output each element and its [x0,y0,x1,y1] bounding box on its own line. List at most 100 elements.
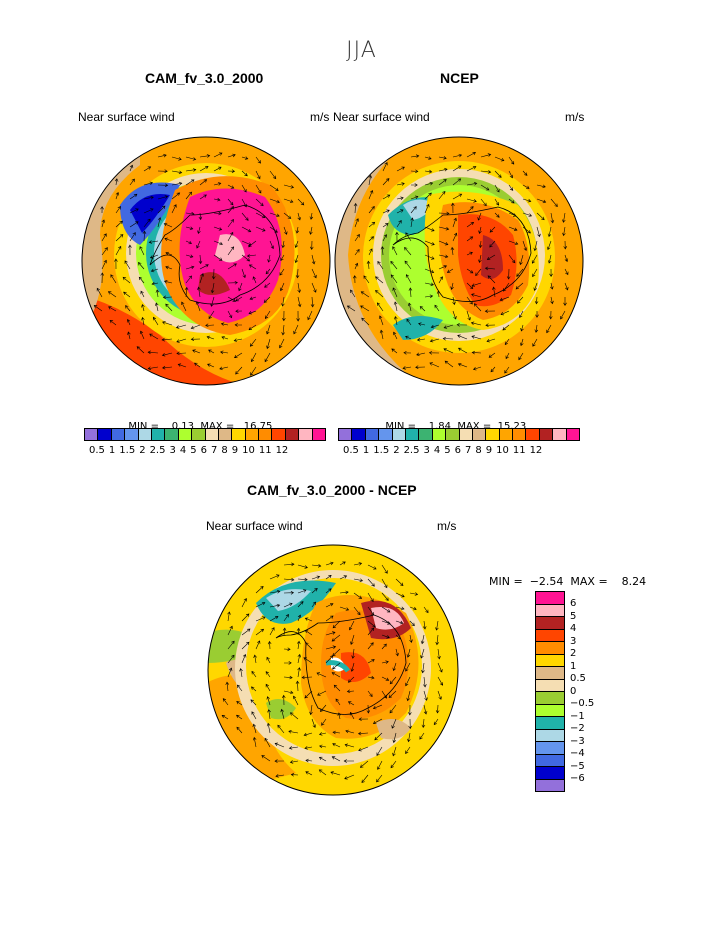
wind-arrow-icon [351,648,355,659]
wind-arrow-icon [534,296,539,305]
wind-arrow-icon [264,310,271,319]
wind-arrow-icon [533,240,538,252]
wind-arrow-icon [350,634,355,645]
colorbar-tick-label: 7 [464,445,472,456]
wind-arrow-icon [508,198,515,204]
wind-arrow-icon [297,601,304,608]
wind-arrow-icon [424,282,434,287]
wind-arrow-icon [208,310,215,320]
wind-arrow-icon [424,254,435,260]
colorbar-tick-label: −1 [570,710,585,722]
colorbar-swatch [536,742,564,755]
wind-arrow-icon [269,603,281,608]
wind-arrow-icon [396,220,402,228]
wind-arrow-icon [220,350,229,355]
wind-arrow-icon [297,564,308,569]
wind-arrow-icon [466,206,474,214]
wind-arrow-icon [350,289,356,298]
wind-arrow-icon [381,660,389,664]
wind-arrow-icon [227,310,233,319]
wind-arrow-icon [564,254,569,263]
wind-arrow-icon [325,588,332,594]
wind-arrow-icon [155,289,160,298]
wind-arrow-icon [367,578,375,587]
wind-arrow-icon [294,240,299,249]
wind-arrow-icon [311,254,316,265]
wind-arrow-icon [471,350,482,355]
wind-arrow-icon [390,760,397,769]
wind-arrow-icon [452,178,462,186]
colorbar-swatch [245,429,260,440]
wind-arrow-icon [367,659,375,664]
wind-arrow-icon [331,672,341,678]
wind-arrow-icon [264,282,271,288]
wind-arrow-icon [125,305,131,312]
wind-arrow-icon [269,198,280,204]
colorbar-tick-label: 4 [179,445,187,456]
wind-arrow-icon [376,746,383,757]
wind-arrow-icon [471,293,482,298]
wind-arrow-icon [438,240,449,246]
wind-arrow-icon [206,335,215,340]
wind-arrow-icon [346,689,355,694]
colorbar-swatch [151,429,166,440]
wind-arrow-icon [395,620,404,625]
wind-arrow-icon [277,724,285,734]
wind-arrow-icon [241,198,247,208]
wind-arrow-icon [265,268,271,275]
wind-arrow-icon [367,627,375,636]
wind-arrow-icon [227,611,231,622]
colorbar-swatch [205,429,219,440]
wind-arrow-icon [248,240,257,248]
wind-arrow-icon [375,276,384,284]
wind-arrow-icon [346,305,356,312]
panel1-title: CAM_fv_3.0_2000 [145,70,264,86]
wind-arrow-icon [378,315,384,326]
wind-arrow-icon [438,254,449,259]
wind-arrow-icon [531,254,538,264]
wind-arrow-icon [263,296,271,303]
wind-arrow-icon [321,718,327,726]
wind-arrow-icon [423,704,428,715]
wind-arrow-icon [504,366,510,374]
wind-arrow-icon [330,771,341,776]
wind-arrow-icon [304,690,313,699]
wind-arrow-icon [428,351,440,355]
colorbar-swatch [299,429,313,440]
wind-arrow-icon [466,296,473,305]
wind-arrow-icon [190,337,201,341]
wind-arrow-icon [506,268,511,280]
colorbar-tick-label: 6 [200,445,207,456]
colorbar-tick-label: 10 [242,445,255,456]
wind-arrow-icon [408,287,413,298]
wind-arrow-icon [274,759,285,763]
colorbar-tick-label: 11 [258,445,272,456]
colorbar-swatch [566,429,580,440]
wind-arrow-icon [343,759,354,763]
panel2-left-label: Near surface wind [333,110,430,124]
wind-arrow-icon [377,261,384,270]
wind-arrow-icon [164,237,173,242]
wind-arrow-icon [372,704,383,710]
colorbar-tick-label: −4 [570,748,585,759]
wind-arrow-icon [522,240,528,251]
wind-arrow-icon [405,335,412,340]
wind-arrow-icon [345,729,355,734]
wind-arrow-icon [155,302,159,312]
colorbar-swatch [218,429,233,440]
colorbar-tick-label: 10 [496,445,509,456]
wind-arrow-icon [227,667,233,678]
wind-arrow-icon [255,640,261,650]
wind-arrow-icon [136,346,145,354]
wind-arrow-icon [424,240,435,246]
panel2-colorbar [338,428,580,441]
wind-arrow-icon [368,236,375,242]
wind-arrow-icon [457,363,468,368]
wind-arrow-icon [375,290,384,298]
wind-arrow-icon [198,212,203,221]
wind-arrow-icon [115,191,120,200]
wind-arrow-icon [508,254,516,264]
wind-arrow-icon [325,603,334,608]
wind-arrow-icon [234,323,243,327]
wind-arrow-icon [367,675,375,680]
